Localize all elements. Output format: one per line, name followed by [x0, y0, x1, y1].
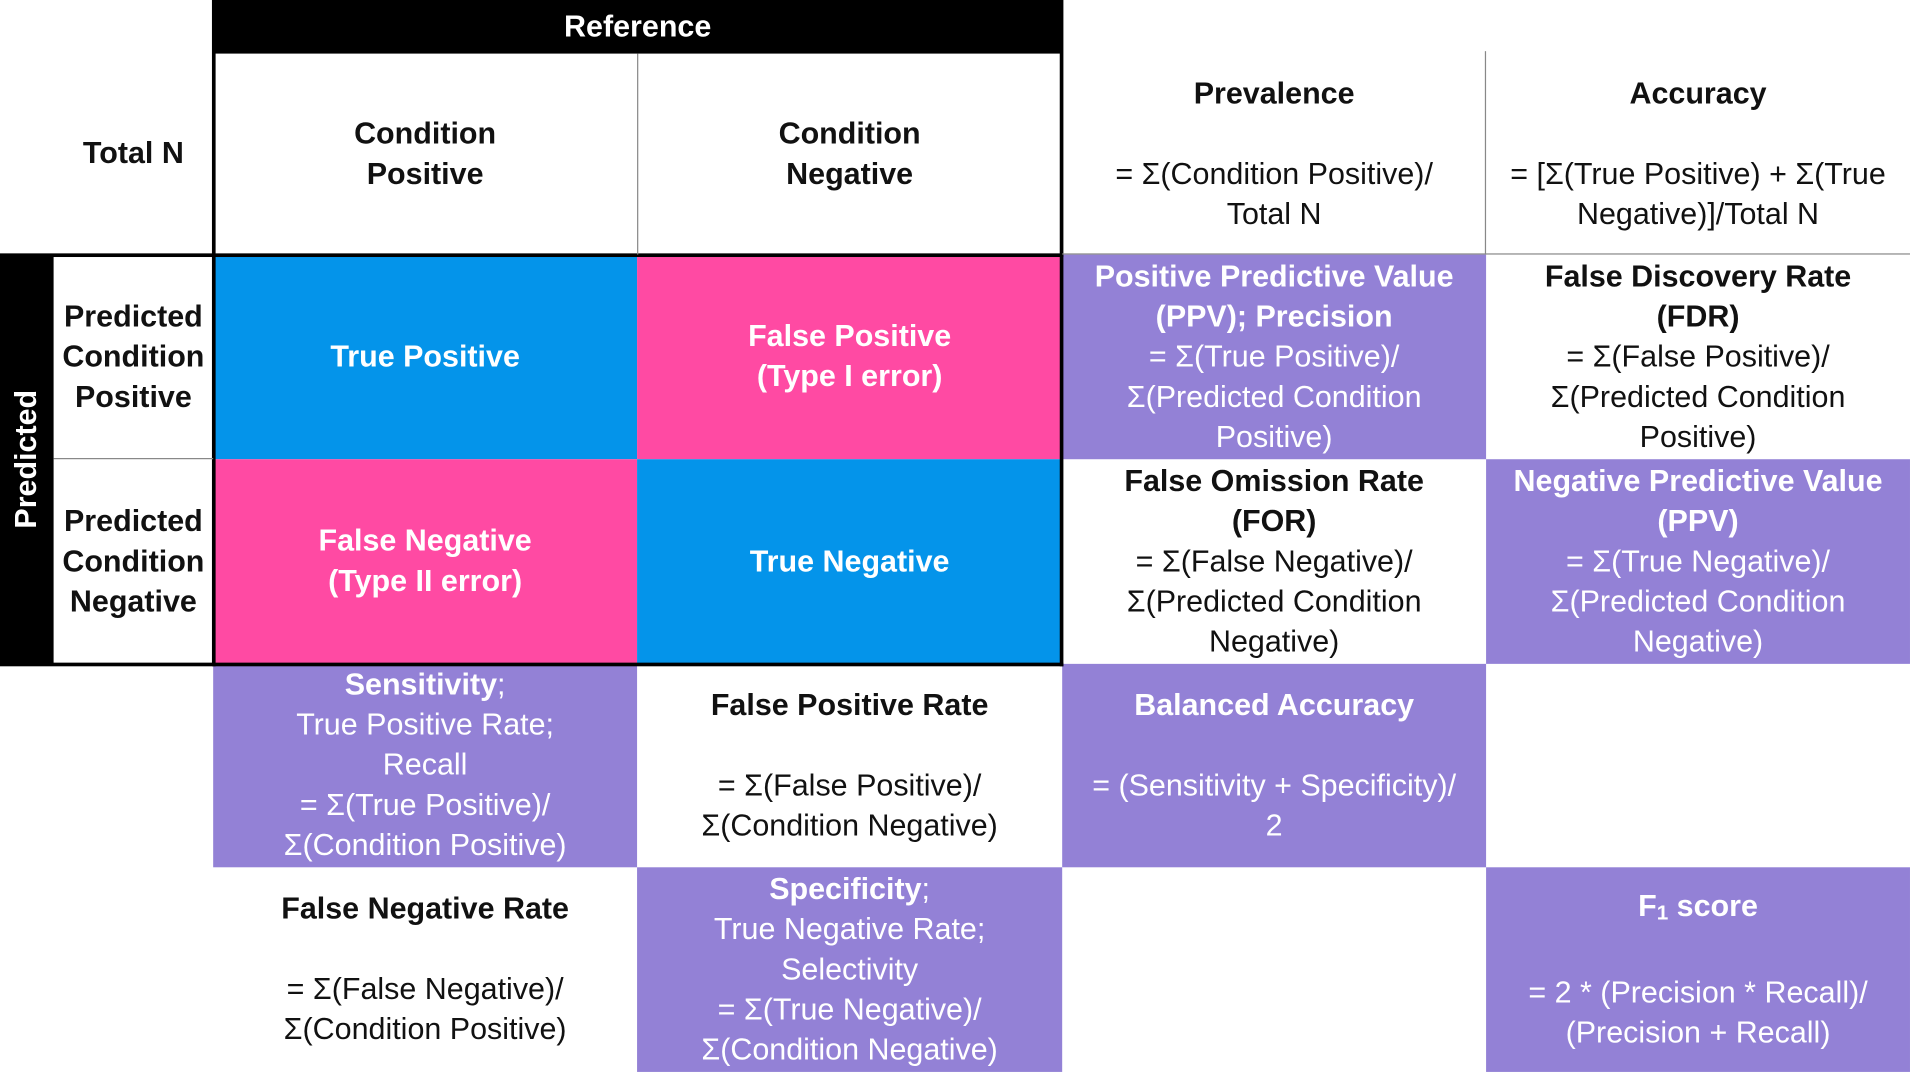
- total-n-label: Total N: [82, 136, 184, 171]
- divider-predicted-rows: [53, 458, 214, 460]
- fpr-cell: False Positive Rate = Σ(False Positive)/…: [701, 687, 998, 843]
- condition-negative-header: Condition Negative: [778, 116, 921, 191]
- divider-header-mid: [637, 53, 639, 255]
- condition-positive-header: Condition Positive: [354, 116, 497, 191]
- ppv-cell: Positive Predictive Value (PPV); Precisi…: [1062, 254, 1487, 460]
- npv-cell: Negative Predictive Value (PPV) = Σ(True…: [1486, 459, 1910, 664]
- border-left: [211, 0, 216, 667]
- accuracy-cell: Accuracy = [Σ(True Positive) + Σ(True Ne…: [1486, 54, 1910, 255]
- for-cell: False Omission Rate (FOR) = Σ(False Nega…: [1124, 463, 1424, 659]
- false-positive-cell: False Positive (Type I error): [637, 254, 1063, 460]
- predicted-label: Predicted: [9, 389, 44, 529]
- fdr-cell: False Discovery Rate (FDR) = Σ(False Pos…: [1544, 258, 1852, 454]
- prevalence-title: Prevalence: [1193, 76, 1355, 111]
- true-negative-cell: True Negative: [637, 459, 1063, 664]
- true-positive-cell: True Positive: [213, 254, 638, 460]
- specificity-cell: Specificity; True Negative Rate; Selecti…: [637, 867, 1063, 1072]
- balanced-accuracy-cell: Balanced Accuracy = (Sensitivity + Speci…: [1062, 663, 1487, 868]
- divider-prevalence-accuracy: [1484, 51, 1487, 255]
- prevalence-cell: Prevalence = Σ(Condition Positive)/ Tota…: [1062, 54, 1486, 255]
- border-top-matrix: [0, 253, 1064, 258]
- accuracy-title: Accuracy: [1629, 76, 1767, 111]
- predicted-condition-positive-header: Predicted Condition Positive: [62, 299, 205, 414]
- reference-label: Reference: [564, 9, 712, 44]
- f1-title: F1 score: [1638, 888, 1758, 924]
- f1-score-cell: F1 score = 2 * (Precision * Recall)/ (Pr…: [1486, 867, 1910, 1072]
- sensitivity-cell: Sensitivity; True Positive Rate; Recall …: [213, 663, 638, 868]
- border-right: [1059, 0, 1064, 667]
- reference-header: Reference: [213, 0, 1063, 54]
- predicted-condition-negative-header: Predicted Condition Negative: [62, 503, 205, 619]
- border-bottom-matrix: [0, 662, 1064, 667]
- fnr-cell: False Negative Rate = Σ(False Negative)/…: [281, 891, 569, 1047]
- predicted-header: [0, 254, 54, 664]
- false-negative-cell: False Negative (Type II error): [213, 459, 638, 664]
- divider-row-top: [1062, 253, 1910, 255]
